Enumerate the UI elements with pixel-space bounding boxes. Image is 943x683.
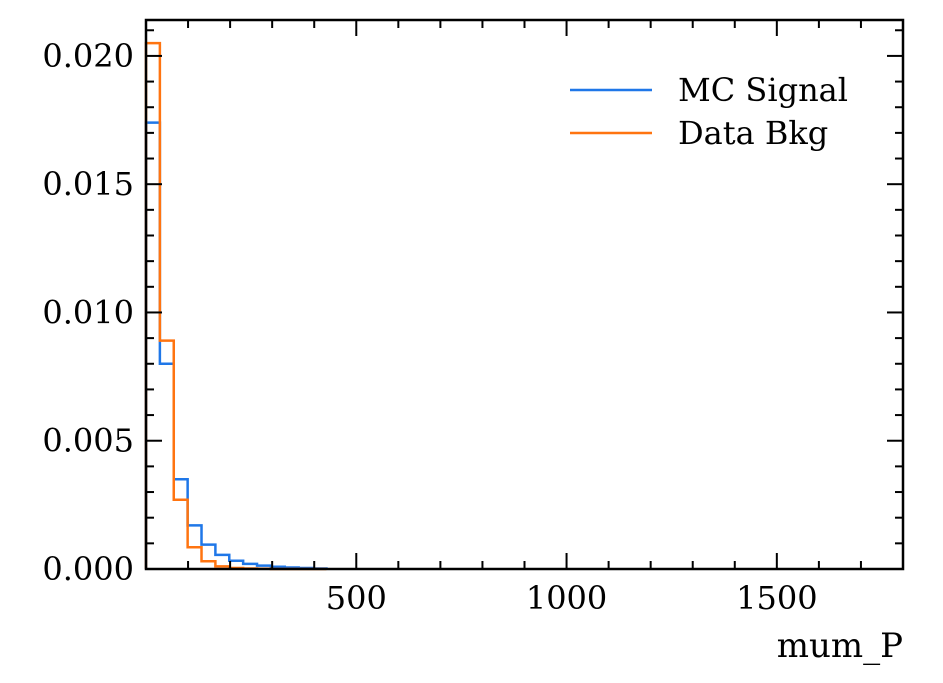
plot-frame xyxy=(144,18,905,571)
tick-labels-layer: 500 1000 1500 0.000 0.005 0.010 0.015 0.020 xyxy=(42,37,817,617)
legend: MC Signal Data Bkg xyxy=(570,71,848,152)
series-layer xyxy=(144,41,328,571)
x-tick-label: 1000 xyxy=(526,579,607,617)
ticks-layer xyxy=(146,20,903,569)
x-axis-label: mum_P xyxy=(777,626,903,666)
series-data-bkg-line xyxy=(144,41,327,571)
y-tick-label: 0.020 xyxy=(42,37,134,75)
y-tick-label: 0.005 xyxy=(42,422,134,460)
x-tick-label: 1500 xyxy=(736,579,817,617)
y-tick-label: 0.015 xyxy=(42,165,134,203)
y-tick-label: 0.010 xyxy=(42,293,134,331)
y-tick-label: 0.000 xyxy=(42,550,134,588)
x-tick-label: 500 xyxy=(326,579,387,617)
legend-label-data-bkg: Data Bkg xyxy=(678,114,828,152)
legend-label-mc-signal: MC Signal xyxy=(678,71,848,109)
